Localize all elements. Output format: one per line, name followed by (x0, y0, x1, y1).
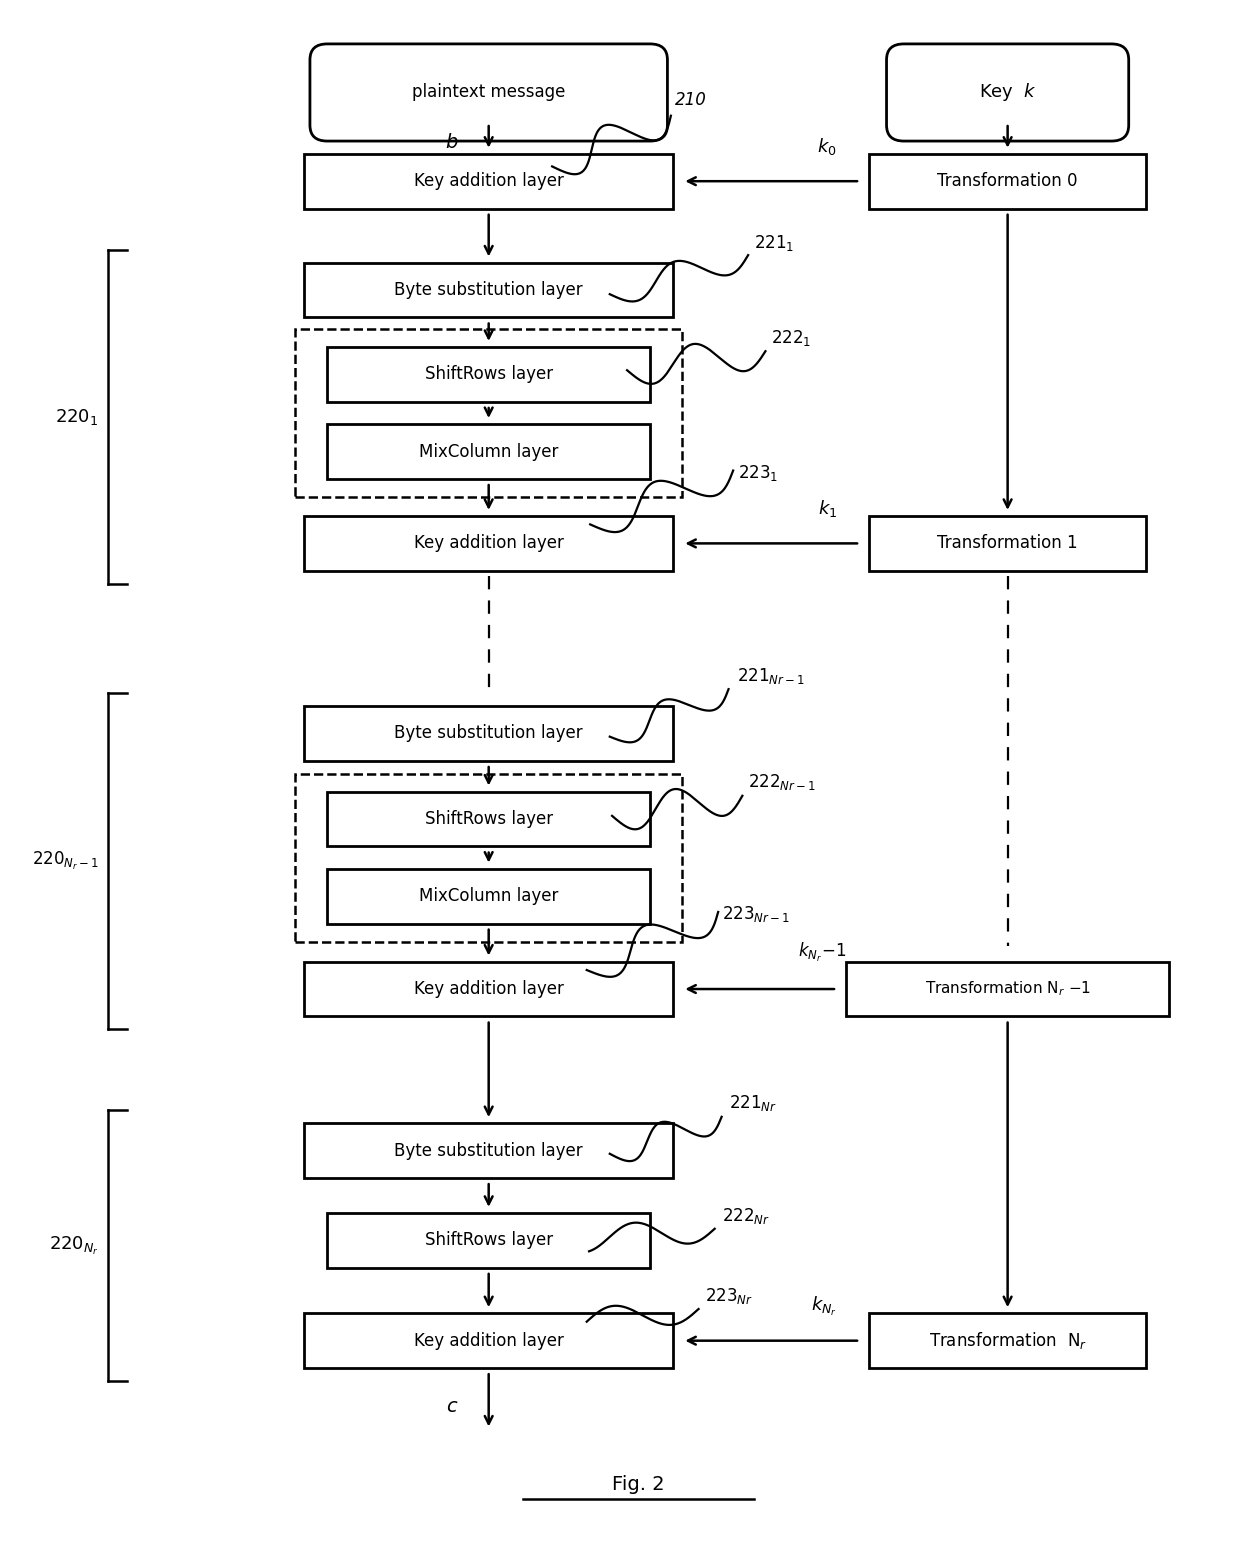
Bar (327, 1214, 650, 1268)
Text: Key addition layer: Key addition layer (414, 534, 564, 553)
Text: $\mathit{k}_{N_r}\!-\!1$: $\mathit{k}_{N_r}\!-\!1$ (797, 942, 846, 964)
Text: Transformation  N$_r$: Transformation N$_r$ (929, 1331, 1086, 1351)
Text: $\mathit{k}_0$: $\mathit{k}_0$ (817, 136, 837, 156)
Text: $222_{Nr}$: $222_{Nr}$ (722, 1206, 770, 1226)
Text: Key  $\mathit{k}$: Key $\mathit{k}$ (978, 81, 1037, 103)
Text: ShiftRows layer: ShiftRows layer (424, 1231, 553, 1250)
FancyBboxPatch shape (310, 44, 667, 141)
Bar (327, 792, 650, 847)
Text: $\mathit{k}_{N_r}$: $\mathit{k}_{N_r}$ (811, 1295, 837, 1318)
Text: $222_1$: $222_1$ (771, 328, 811, 348)
Bar (846, 962, 1169, 1017)
Bar (869, 515, 1146, 570)
Text: $221_{Nr-1}$: $221_{Nr-1}$ (737, 665, 805, 686)
Text: $221_1$: $221_1$ (754, 233, 794, 253)
Text: Byte substitution layer: Byte substitution layer (394, 1142, 583, 1159)
Text: $223_1$: $223_1$ (738, 462, 777, 483)
Text: MixColumn layer: MixColumn layer (419, 887, 558, 904)
Text: Transformation 1: Transformation 1 (937, 534, 1078, 553)
Text: $\mathit{k}_1$: $\mathit{k}_1$ (817, 498, 837, 519)
Text: Key addition layer: Key addition layer (414, 1332, 564, 1350)
Text: 210: 210 (675, 91, 707, 109)
FancyBboxPatch shape (887, 44, 1128, 141)
Text: $222_{Nr-1}$: $222_{Nr-1}$ (748, 772, 816, 792)
Bar (304, 262, 673, 317)
Text: plaintext message: plaintext message (412, 83, 565, 102)
Bar (304, 962, 673, 1017)
Text: $220_{N_r}$: $220_{N_r}$ (48, 1234, 99, 1257)
Text: ShiftRows layer: ShiftRows layer (424, 366, 553, 383)
Bar (327, 423, 650, 480)
Text: Fig. 2: Fig. 2 (613, 1475, 665, 1493)
Bar (304, 515, 673, 570)
Bar (295, 773, 682, 942)
Text: $220_{N_r-1}$: $220_{N_r-1}$ (32, 850, 99, 872)
Text: Transformation N$_r$ $-$1: Transformation N$_r$ $-$1 (925, 979, 1091, 998)
Text: $\mathit{b}$: $\mathit{b}$ (445, 133, 459, 152)
Bar (869, 1314, 1146, 1368)
Bar (295, 330, 682, 497)
Text: Key addition layer: Key addition layer (414, 979, 564, 998)
Bar (304, 706, 673, 761)
Text: Byte substitution layer: Byte substitution layer (394, 725, 583, 742)
Text: ShiftRows layer: ShiftRows layer (424, 811, 553, 828)
Text: Transformation 0: Transformation 0 (937, 172, 1078, 191)
Text: MixColumn layer: MixColumn layer (419, 442, 558, 461)
Text: Byte substitution layer: Byte substitution layer (394, 281, 583, 298)
Bar (304, 1314, 673, 1368)
Text: $\mathit{c}$: $\mathit{c}$ (445, 1396, 458, 1415)
Bar (304, 153, 673, 209)
Text: $220_1$: $220_1$ (56, 406, 99, 426)
Bar (304, 1123, 673, 1178)
Bar (327, 868, 650, 923)
Text: Key addition layer: Key addition layer (414, 172, 564, 191)
Bar (869, 153, 1146, 209)
Text: $223_{Nr}$: $223_{Nr}$ (706, 1286, 754, 1306)
Text: $223_{Nr-1}$: $223_{Nr-1}$ (722, 904, 790, 925)
Bar (327, 347, 650, 401)
Text: $221_{Nr}$: $221_{Nr}$ (729, 1093, 776, 1114)
